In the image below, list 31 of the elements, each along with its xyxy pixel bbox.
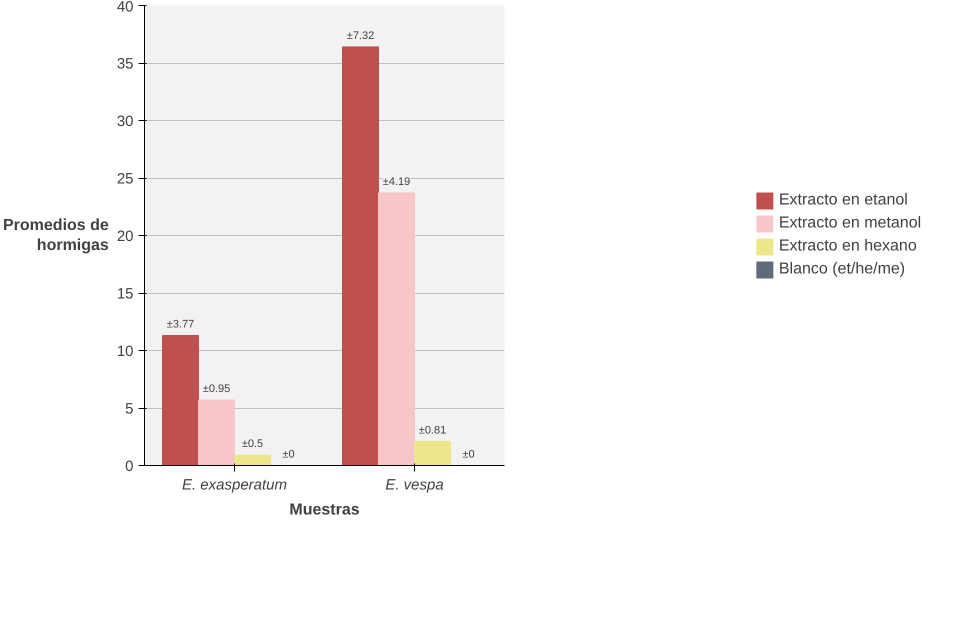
annotation: ±0.5 <box>242 438 264 450</box>
y-tick-label: 40 <box>116 0 134 16</box>
legend-label: Extracto en etanol <box>778 192 908 210</box>
y-tick-label: 30 <box>116 113 134 130</box>
x-axis-title: Muestras <box>289 502 360 518</box>
bar <box>234 454 271 466</box>
x-tick-label: E. exasperatum <box>182 476 288 494</box>
bar <box>162 335 199 466</box>
y-tick-label: 20 <box>116 228 134 245</box>
x-tick-label: E. vespa <box>385 476 444 494</box>
annotation: ±0.81 <box>418 424 446 436</box>
bar <box>342 46 379 466</box>
bar <box>378 192 415 466</box>
bar <box>198 399 235 466</box>
annotation: ±3.77 <box>166 318 194 331</box>
y-tick-label: 5 <box>125 400 134 418</box>
y-tick-label: 15 <box>116 286 134 302</box>
annotation: ±4.19 <box>382 176 410 188</box>
y-tick-label: 10 <box>116 343 134 360</box>
annotation: ±7.32 <box>346 30 374 42</box>
bar <box>414 440 451 466</box>
y-tick-label: 25 <box>116 170 134 188</box>
legend-label: Extracto en metanol <box>778 214 922 232</box>
y-tick-label: 0 <box>125 458 134 475</box>
annotation: ±0.95 <box>202 382 230 395</box>
legend-label: Blanco (et/he/me) <box>778 260 906 278</box>
y-tick-label: 35 <box>116 56 134 72</box>
legend-label: Extracto en hexano <box>778 238 917 256</box>
annotation: ±0 <box>462 448 475 460</box>
y-axis-title: Promedios de hormigas <box>3 216 109 254</box>
annotation: ±0 <box>282 448 295 460</box>
